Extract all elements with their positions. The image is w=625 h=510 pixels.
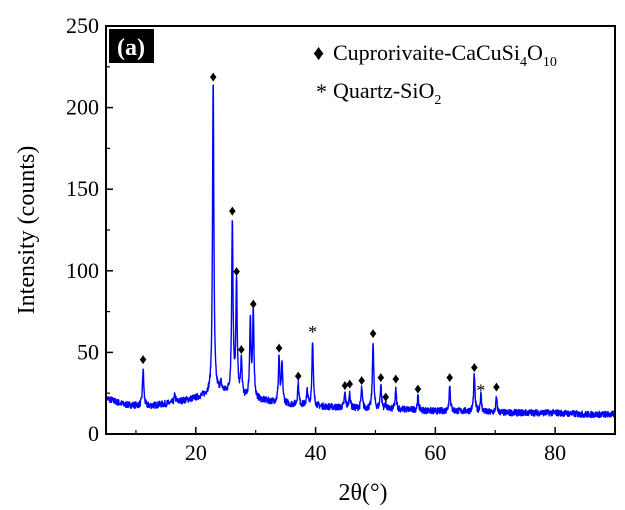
peak-marker-cuprorivaite: ♦ xyxy=(493,380,501,396)
peak-marker-cuprorivaite: ♦ xyxy=(275,341,283,357)
x-axis-title: 2θ(°) xyxy=(338,480,387,506)
legend-label-cuprorivaite: Cuprorivaite-CaCuSi4O10 xyxy=(333,40,557,70)
legend-label-quartz-sub1: 2 xyxy=(434,93,441,108)
peak-marker-cuprorivaite: ♦ xyxy=(233,264,241,280)
plot-frame xyxy=(105,25,616,435)
x-tick-label: 40 xyxy=(305,440,327,465)
peak-marker-cuprorivaite: ♦ xyxy=(341,378,349,394)
peak-marker-cuprorivaite: ♦ xyxy=(294,368,302,384)
panel-label-box xyxy=(109,29,154,63)
x-tick-label: 20 xyxy=(185,440,207,465)
panel-label: (a) xyxy=(109,29,154,63)
legend: ♦ Cuprorivaite-CaCuSi4O10 * Quartz-SiO2 xyxy=(313,40,557,108)
peak-marker-cuprorivaite: ♦ xyxy=(470,360,478,376)
y-tick-label: 150 xyxy=(66,176,99,201)
x-tick-label: 80 xyxy=(544,440,566,465)
y-tick-label: 100 xyxy=(66,258,99,283)
xrd-pattern-line xyxy=(105,84,616,419)
peak-marker-cuprorivaite: ♦ xyxy=(414,381,422,397)
y-tick-label: 250 xyxy=(66,13,99,38)
legend-label-quartz: Quartz-SiO2 xyxy=(333,78,441,108)
panel-label-text: (a) xyxy=(117,35,145,61)
peak-marker-cuprorivaite: ♦ xyxy=(229,203,237,219)
peak-marker-cuprorivaite: ♦ xyxy=(139,352,147,368)
peak-marker-cuprorivaite: ♦ xyxy=(249,296,257,312)
y-tick-label: 0 xyxy=(88,421,99,446)
legend-label-cuprorivaite-mid: O xyxy=(527,40,543,65)
peak-marker-quartz: * xyxy=(308,322,317,342)
legend-marker-quartz: * xyxy=(316,79,327,104)
peak-marker-cuprorivaite: ♦ xyxy=(358,373,366,389)
legend-label-quartz-main: Quartz-SiO xyxy=(333,78,434,103)
legend-label-cuprorivaite-sub2: 10 xyxy=(543,55,557,70)
x-tick-label: 60 xyxy=(424,440,446,465)
legend-label-cuprorivaite-main: Cuprorivaite-CaCuSi xyxy=(333,40,520,65)
peak-marker-cuprorivaite: ♦ xyxy=(238,342,246,358)
peak-marker-cuprorivaite: ♦ xyxy=(209,70,217,86)
y-tick-label: 50 xyxy=(77,339,99,364)
peak-marker-cuprorivaite: ♦ xyxy=(382,389,390,405)
peak-marker-quartz: * xyxy=(476,381,485,401)
peak-marker-cuprorivaite: ♦ xyxy=(346,376,354,392)
peak-marker-cuprorivaite: ♦ xyxy=(377,370,385,386)
legend-label-cuprorivaite-sub1: 4 xyxy=(520,55,527,70)
y-axis-title: Intensity (counts) xyxy=(14,146,40,315)
peak-marker-cuprorivaite: ♦ xyxy=(369,326,377,342)
peak-marker-cuprorivaite: ♦ xyxy=(446,370,454,386)
y-tick-label: 200 xyxy=(66,95,99,120)
legend-marker-cuprorivaite: ♦ xyxy=(313,40,324,65)
peak-marker-cuprorivaite: ♦ xyxy=(392,372,400,388)
